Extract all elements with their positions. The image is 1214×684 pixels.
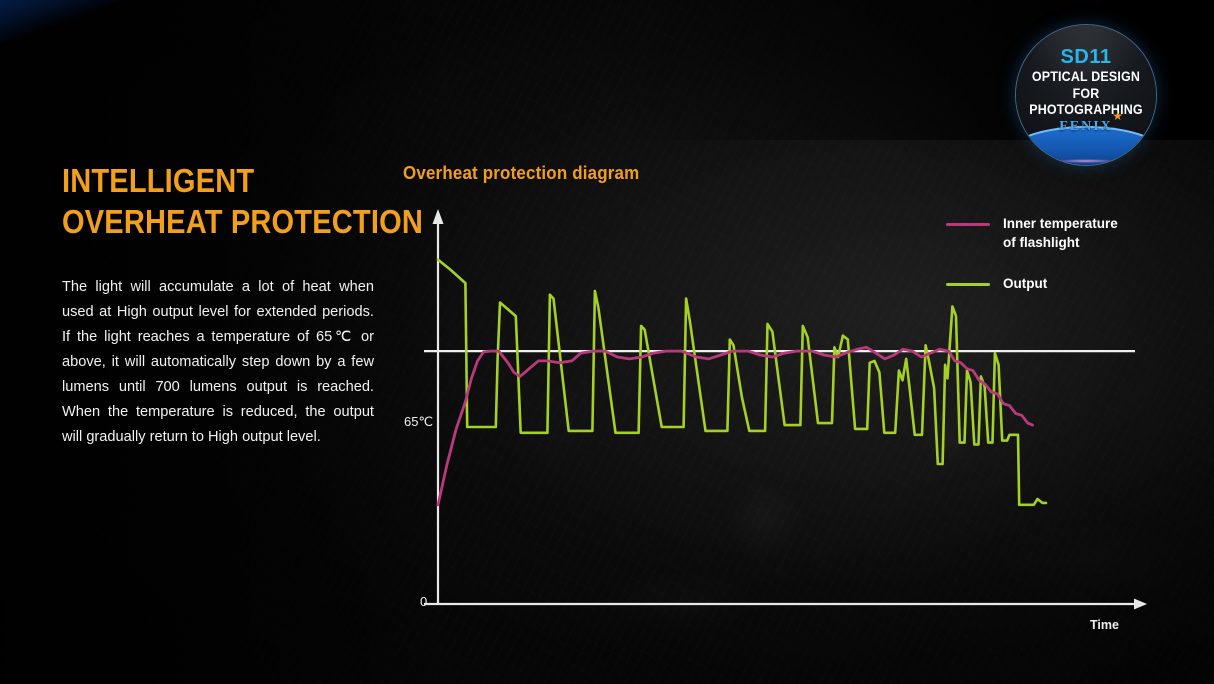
page-title: INTELLIGENT OVERHEAT PROTECTION [62,160,423,242]
y-axis-arrow [432,209,444,224]
y-tick-label-0: 0 [420,594,428,609]
legend-label: Output [1003,276,1048,291]
badge-line-3: PHOTOGRAPHING [1029,102,1143,117]
series-line-inner-temperature-of-flashlight [436,345,1034,507]
legend-label: Inner temperature of flashlight [1003,216,1118,250]
star-icon: ★ [1112,109,1123,123]
badge-sheen [1016,25,1156,90]
y-tick-label-65c: 65℃ [404,414,434,429]
legend-swatch-icon [946,283,990,286]
badge-line-1: OPTICAL DESIGN [1031,69,1141,84]
badge-glow [1055,159,1117,163]
x-axis-label: Time [1090,618,1119,632]
fenix-logo: FENIX [1059,119,1113,134]
chart-title: Overheat protection diagram [403,163,640,183]
body-paragraph: The light will accumulate a lot of heat … [62,275,374,450]
headline-line-1: INTELLIGENT [62,162,255,199]
series-line-output [436,258,1048,507]
body-paragraph-text: The light will accumulate a lot of heat … [62,279,374,445]
badge-model-name: SD11 [1060,46,1112,68]
sd11-product-badge: SD11 OPTICAL DESIGN FOR PHOTOGRAPHING FE… [1016,25,1156,165]
legend-swatch-icon [946,223,990,226]
chart-legend: Inner temperature of flashlight Output [946,214,1118,315]
legend-item-1: Inner temperature of flashlight [946,214,1118,252]
badge-base-plate [1016,126,1156,165]
x-axis-arrow [1134,598,1147,610]
legend-item-2: Output [946,274,1118,293]
badge-line-2: FOR [1072,85,1100,101]
